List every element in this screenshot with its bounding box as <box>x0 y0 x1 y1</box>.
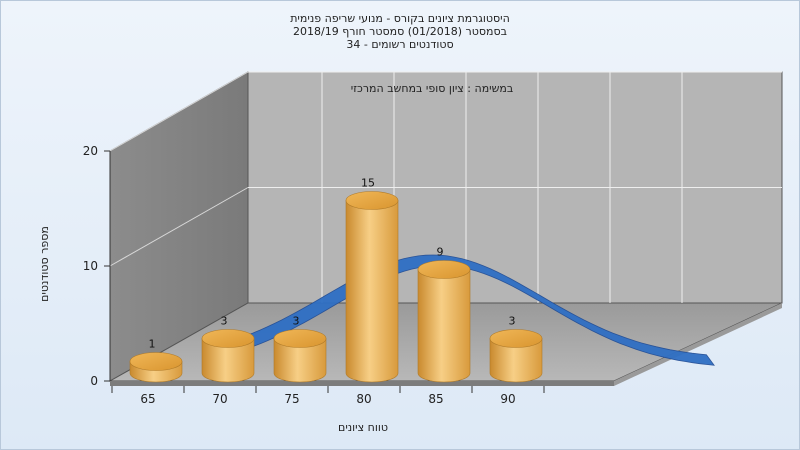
chart-title-line-1: היסטוגרמת ציונים בקורס - מנועי שריפה פני… <box>290 12 510 25</box>
data-label-80: 15 <box>361 177 375 190</box>
data-label-65: 1 <box>149 338 156 351</box>
x-tick-label-1: 70 <box>212 392 227 406</box>
floor-front-edge <box>110 381 614 386</box>
bar-body-75 <box>273 338 327 383</box>
bars <box>129 191 543 383</box>
x-tick-label-4: 85 <box>428 392 443 406</box>
y-tick-label-2: 20 <box>83 144 98 158</box>
floor-right-edge <box>614 303 782 386</box>
data-label-75: 3 <box>293 315 300 328</box>
chart-title-line-2: בסמסטר (01/2018) סמסטר חורף 2018/19 <box>293 25 507 38</box>
bar-body-80 <box>345 200 399 383</box>
data-label-90: 3 <box>509 315 516 328</box>
bar-top-90 <box>489 329 543 348</box>
y-tick-label-1: 10 <box>83 259 98 273</box>
bar-body-85 <box>417 269 471 383</box>
bar-top-65 <box>129 352 183 371</box>
x-axis: 65 70 75 80 85 90 <box>111 386 545 406</box>
x-tick-label-2: 75 <box>284 392 299 406</box>
bar-85 <box>417 260 471 383</box>
bar-body-90 <box>489 338 543 383</box>
data-label-70: 3 <box>221 315 228 328</box>
data-label-85: 9 <box>437 246 444 259</box>
y-tick-label-0: 0 <box>90 374 98 388</box>
y-axis-title: מספר סטודנטים <box>38 226 51 302</box>
x-tick-label-0: 65 <box>140 392 155 406</box>
bar-body-70 <box>201 338 255 383</box>
bar-90 <box>489 329 543 383</box>
grid-line-left-2 <box>109 71 249 152</box>
bar-65 <box>129 352 183 383</box>
bar-top-75 <box>273 329 327 348</box>
grid-line-left-1 <box>109 187 249 267</box>
x-tick-label-3: 80 <box>356 392 371 406</box>
data-labels: 1 3 3 15 9 3 <box>149 177 516 351</box>
bar-top-80 <box>345 191 399 210</box>
y-axis: 0 10 20 <box>83 144 111 388</box>
x-axis-title: טווח ציונים <box>338 421 388 434</box>
bar-70 <box>201 329 255 383</box>
bar-top-85 <box>417 260 471 279</box>
bar-75 <box>273 329 327 383</box>
bar-80 <box>345 191 399 383</box>
chart-title-line-3: סטודנטים רשומים - 34 <box>346 38 454 51</box>
chart-subtitle: במשימה : ציון סופי במחשב המרכזי <box>351 82 514 95</box>
bar-top-70 <box>201 329 255 348</box>
x-tick-label-5: 90 <box>500 392 515 406</box>
